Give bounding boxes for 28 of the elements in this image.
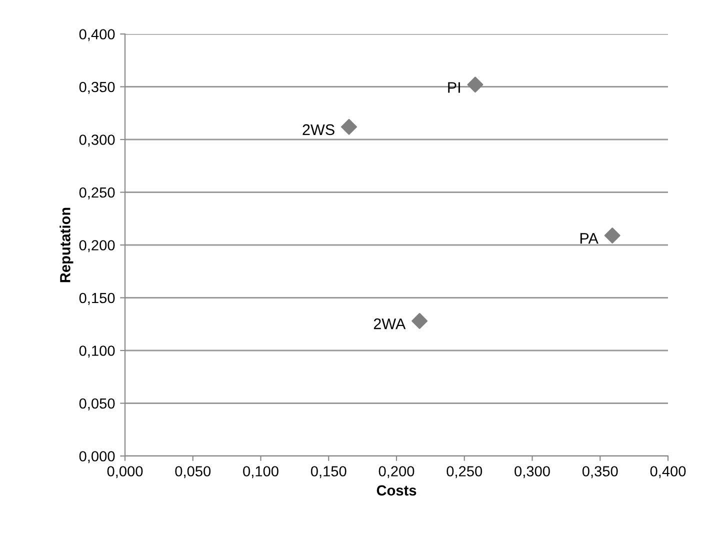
- x-tick-label: 0,100: [243, 466, 278, 478]
- annotation: PI: [448, 82, 460, 93]
- x-tick-label: 0,150: [310, 466, 346, 478]
- y-tick-label: 0,400: [79, 29, 115, 42]
- x-axis-title: Costs: [376, 485, 416, 496]
- x-tick-label: 0,200: [378, 466, 414, 478]
- y-axis-title: Reputation: [60, 208, 74, 282]
- x-tick-label: 0,250: [446, 466, 482, 478]
- y-tick-label: 0,250: [79, 187, 115, 200]
- y-tick-label: 0,300: [79, 134, 115, 147]
- x-tick-label: 0,400: [650, 466, 686, 478]
- point: [341, 118, 357, 135]
- annotation: PA: [580, 233, 598, 244]
- y-tick-label: 0,100: [79, 346, 115, 358]
- y-tick-label: 0,050: [79, 398, 115, 410]
- x-tick-label: 0,300: [514, 466, 550, 478]
- x-tick-label: 0,350: [582, 466, 618, 478]
- annotation: 2WA: [374, 318, 406, 330]
- point: [412, 312, 428, 329]
- point: [604, 228, 620, 244]
- y-tick-label: 0,350: [79, 82, 115, 94]
- x-tick-label: 0,000: [107, 466, 143, 478]
- point: [467, 76, 484, 93]
- annotation: 2WS: [302, 124, 334, 136]
- y-tick-label: 0,150: [79, 292, 115, 305]
- y-tick-label: 0,200: [79, 240, 115, 252]
- y-tick-label: 0,000: [79, 451, 115, 464]
- x-tick-label: 0,050: [175, 466, 211, 478]
